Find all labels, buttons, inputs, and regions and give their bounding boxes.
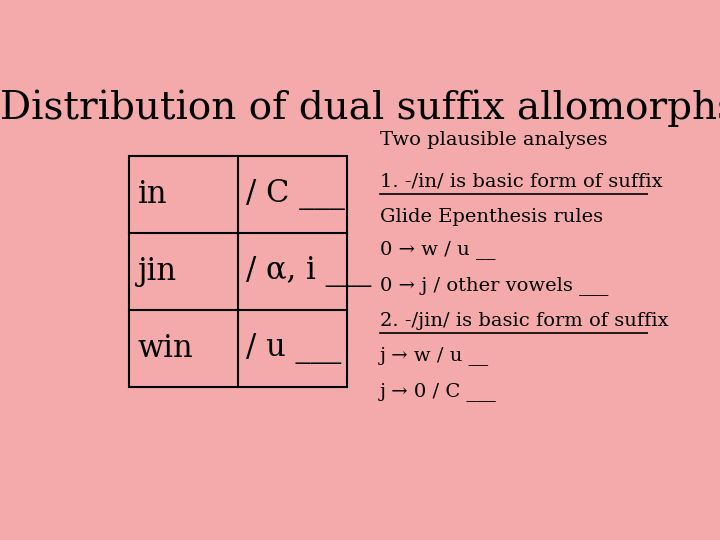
Text: / C ___: / C ___ [246, 179, 345, 210]
Text: j → w / u __: j → w / u __ [380, 346, 490, 366]
Text: jin: jin [138, 256, 176, 287]
Bar [129, 156, 347, 387]
Text: 0 → j / other vowels ___: 0 → j / other vowels ___ [380, 276, 608, 295]
Text: Distribution of dual suffix allomorphs: Distribution of dual suffix allomorphs [1, 90, 720, 127]
Text: win: win [138, 333, 193, 364]
Text: 1. -/in/ is basic form of suffix: 1. -/in/ is basic form of suffix [380, 172, 663, 190]
Text: 2. -/jin/ is basic form of suffix: 2. -/jin/ is basic form of suffix [380, 312, 669, 329]
Text: / u ___: / u ___ [246, 333, 341, 364]
Text: / α, i ___: / α, i ___ [246, 256, 372, 287]
Text: in: in [138, 179, 167, 210]
Text: j → 0 / C ___: j → 0 / C ___ [380, 382, 497, 401]
Text: 0 → w / u __: 0 → w / u __ [380, 240, 495, 259]
Text: Glide Epenthesis rules: Glide Epenthesis rules [380, 207, 603, 226]
Text: Two plausible analyses: Two plausible analyses [380, 131, 608, 149]
